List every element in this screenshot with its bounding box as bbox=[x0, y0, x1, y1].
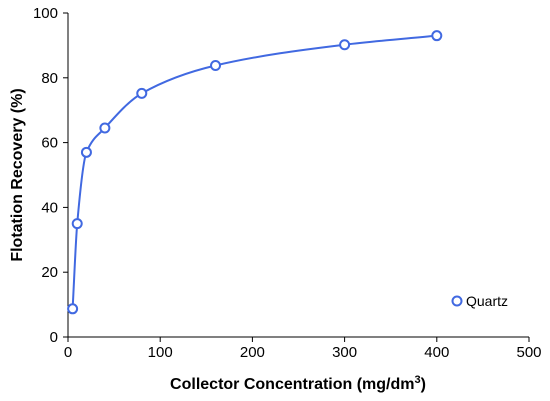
x-tick-label-1: 100 bbox=[148, 344, 173, 361]
quartz-data-points bbox=[67, 30, 443, 315]
data-point-5 bbox=[210, 59, 222, 71]
y-axis-title: Flotation Recovery (%) bbox=[9, 88, 26, 261]
x-tick-label-2: 200 bbox=[240, 344, 265, 361]
x-axis-title: Collector Concentration (mg/dm3) bbox=[170, 374, 426, 393]
y-tick-label-0: 0 bbox=[50, 329, 58, 346]
data-point-6 bbox=[339, 39, 351, 51]
plot-area bbox=[67, 13, 529, 338]
legend-marker bbox=[451, 295, 463, 307]
y-tick-label-3: 60 bbox=[41, 135, 58, 152]
x-ticks: 0 100 200 300 400 500 bbox=[64, 337, 542, 361]
data-point-4 bbox=[136, 87, 148, 99]
y-tick-label-2: 40 bbox=[41, 199, 58, 216]
x-axis-title-end: ) bbox=[421, 376, 426, 393]
x-tick-label-3: 300 bbox=[332, 344, 357, 361]
y-tick-label-4: 80 bbox=[41, 70, 58, 87]
legend: Quartz bbox=[451, 293, 508, 309]
data-point-0 bbox=[67, 303, 79, 315]
y-tick-label-5: 100 bbox=[33, 5, 58, 22]
x-tick-label-5: 500 bbox=[516, 344, 541, 361]
legend-label-quartz: Quartz bbox=[466, 293, 508, 309]
y-tick-label-1: 20 bbox=[41, 264, 58, 281]
data-point-3 bbox=[99, 122, 111, 134]
quartz-trend-line bbox=[71, 34, 437, 309]
x-axis-title-superscript: 3 bbox=[415, 374, 421, 386]
x-tick-label-0: 0 bbox=[64, 344, 72, 361]
data-point-1 bbox=[71, 218, 83, 230]
x-tick-label-4: 400 bbox=[424, 344, 449, 361]
data-point-2 bbox=[80, 146, 92, 158]
y-ticks: 0 20 40 60 80 100 bbox=[33, 5, 68, 346]
data-point-7 bbox=[431, 30, 443, 42]
